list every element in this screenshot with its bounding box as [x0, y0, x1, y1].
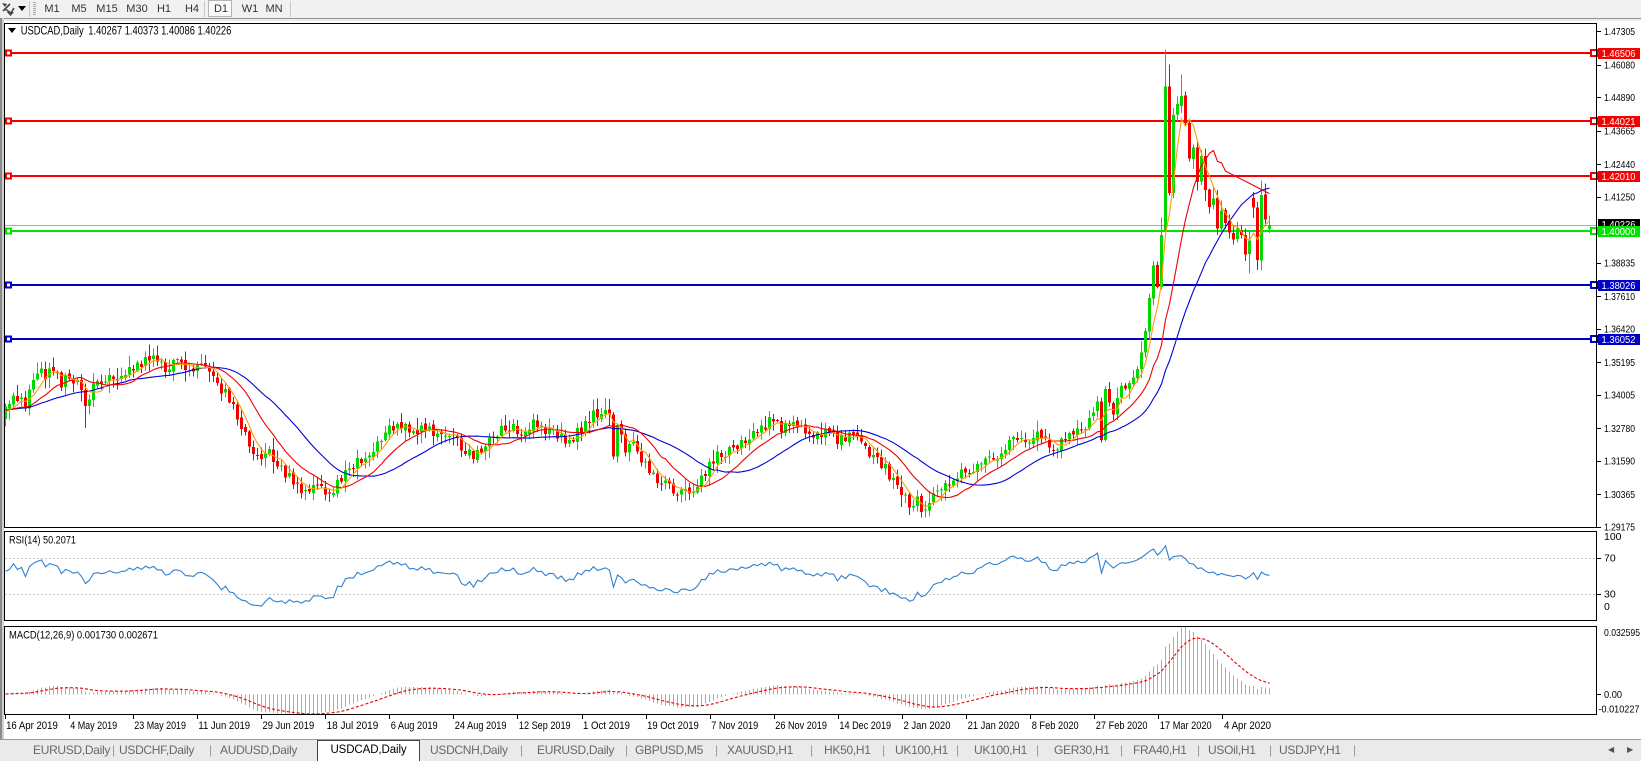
svg-text:1.29175: 1.29175 [1604, 521, 1635, 533]
svg-text:26 Nov 2019: 26 Nov 2019 [775, 720, 827, 732]
svg-text:1.42010: 1.42010 [1602, 172, 1636, 183]
svg-text:17 Mar 2020: 17 Mar 2020 [1160, 720, 1212, 732]
svg-text:30: 30 [1604, 588, 1616, 600]
svg-text:-0.010227: -0.010227 [1599, 704, 1640, 716]
svg-text:1.34005: 1.34005 [1604, 389, 1635, 401]
svg-text:6 Aug 2019: 6 Aug 2019 [391, 720, 438, 732]
svg-text:MACD(12,26,9) 0.001730 0.00267: MACD(12,26,9) 0.001730 0.002671 [9, 630, 158, 642]
svg-text:70: 70 [1604, 553, 1616, 565]
svg-text:1.47305: 1.47305 [1604, 26, 1635, 38]
svg-text:1.41250: 1.41250 [1604, 191, 1635, 203]
svg-text:29 Jun 2019: 29 Jun 2019 [263, 720, 315, 732]
svg-text:21 Jan 2020: 21 Jan 2020 [968, 720, 1020, 732]
svg-text:1.30365: 1.30365 [1604, 489, 1635, 501]
svg-text:1.42440: 1.42440 [1604, 159, 1635, 171]
svg-text:4 Apr 2020: 4 Apr 2020 [1224, 720, 1271, 732]
svg-text:2 Jan 2020: 2 Jan 2020 [904, 720, 951, 732]
svg-text:1.35195: 1.35195 [1604, 357, 1635, 369]
svg-text:1.44890: 1.44890 [1604, 92, 1635, 104]
svg-text:1.40267 1.40373 1.40086 1.4022: 1.40267 1.40373 1.40086 1.40226 [88, 24, 231, 38]
svg-text:27 Feb 2020: 27 Feb 2020 [1096, 720, 1148, 732]
svg-text:0.00: 0.00 [1604, 689, 1622, 701]
svg-text:1.38026: 1.38026 [1602, 281, 1636, 292]
svg-text:1.37610: 1.37610 [1604, 291, 1635, 303]
svg-text:8 Feb 2020: 8 Feb 2020 [1032, 720, 1079, 732]
svg-text:1.32780: 1.32780 [1604, 423, 1635, 435]
svg-text:18 Jul 2019: 18 Jul 2019 [327, 720, 379, 732]
svg-text:12 Sep 2019: 12 Sep 2019 [519, 720, 571, 732]
svg-text:1.36052: 1.36052 [1602, 335, 1636, 346]
svg-text:24 Aug 2019: 24 Aug 2019 [455, 720, 507, 732]
svg-text:19 Oct 2019: 19 Oct 2019 [647, 720, 699, 732]
svg-text:1.46506: 1.46506 [1602, 49, 1636, 60]
svg-text:1 Oct 2019: 1 Oct 2019 [583, 720, 630, 732]
svg-text:1.38835: 1.38835 [1604, 257, 1635, 269]
svg-text:0.032595: 0.032595 [1604, 627, 1640, 639]
svg-text:1.46080: 1.46080 [1604, 59, 1635, 71]
svg-text:1.43665: 1.43665 [1604, 125, 1635, 137]
svg-text:100: 100 [1604, 531, 1622, 543]
svg-text:23 May 2019: 23 May 2019 [134, 720, 186, 732]
svg-text:0: 0 [1604, 601, 1610, 613]
svg-text:4 May 2019: 4 May 2019 [70, 720, 117, 732]
svg-text:1.31590: 1.31590 [1604, 455, 1635, 467]
svg-text:7 Nov 2019: 7 Nov 2019 [711, 720, 758, 732]
svg-text:1.36420: 1.36420 [1604, 323, 1635, 335]
svg-text:1.44021: 1.44021 [1602, 117, 1636, 128]
svg-text:1.40226: 1.40226 [1602, 220, 1636, 231]
svg-text:1.40000: 1.40000 [1602, 227, 1636, 238]
svg-text:14 Dec 2019: 14 Dec 2019 [839, 720, 891, 732]
svg-text:USDCAD,Daily: USDCAD,Daily [21, 24, 84, 38]
svg-text:11 Jun 2019: 11 Jun 2019 [198, 720, 250, 732]
svg-text:16 Apr 2019: 16 Apr 2019 [6, 720, 58, 732]
svg-text:RSI(14) 50.2071: RSI(14) 50.2071 [9, 535, 76, 547]
